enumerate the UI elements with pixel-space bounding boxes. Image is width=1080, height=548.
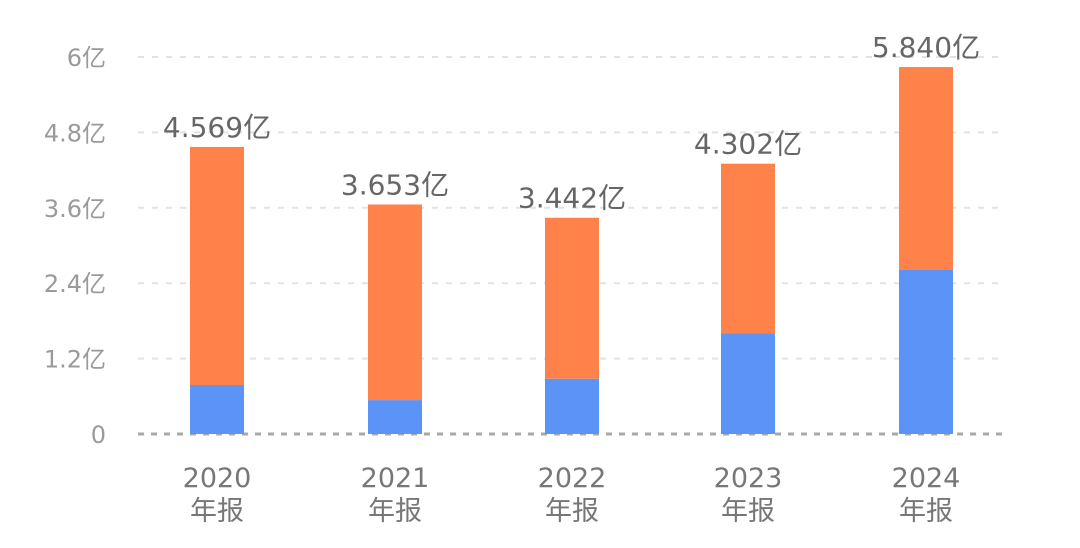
data-labels: 4.569亿 3.653亿 3.442亿 4.302亿 5.840亿	[163, 31, 980, 215]
bar-segment	[545, 217, 599, 379]
x-tick-label-suffix: 年报	[368, 496, 422, 527]
y-axis-tick-labels: 0 1.2亿 2.4亿 3.6亿 4.8亿 6亿	[44, 44, 106, 449]
bar-segment	[721, 333, 775, 434]
x-tick-label-suffix: 年报	[721, 496, 775, 527]
y-tick-label: 2.4亿	[44, 270, 106, 298]
y-tick-label: 4.8亿	[44, 119, 106, 147]
y-tick-label: 6亿	[67, 44, 106, 72]
x-tick-label-suffix: 年报	[190, 496, 244, 527]
bar-segment	[190, 384, 244, 434]
y-tick-label: 3.6亿	[44, 195, 106, 223]
bar-segment	[899, 270, 953, 434]
y-tick-label: 0	[91, 421, 106, 449]
x-tick-label-suffix: 年报	[899, 496, 953, 527]
bar-segment	[368, 204, 422, 401]
x-tick-label-suffix: 年报	[545, 496, 599, 527]
bar-segment	[721, 163, 775, 334]
x-tick-label: 2021	[361, 463, 430, 494]
bar-segment	[368, 400, 422, 434]
bar-segment	[545, 378, 599, 434]
x-tick-label: 2023	[714, 463, 783, 494]
bar-segment	[190, 146, 244, 385]
x-tick-label: 2024	[892, 463, 961, 494]
x-tick-label: 2022	[538, 463, 607, 494]
bar-segment	[899, 67, 953, 271]
data-label: 5.840亿	[872, 31, 980, 64]
data-label: 4.569亿	[163, 111, 271, 144]
data-label: 3.653亿	[341, 168, 449, 201]
x-tick-label: 2020	[183, 463, 252, 494]
y-tick-label: 1.2亿	[44, 346, 106, 374]
data-label: 3.442亿	[518, 182, 626, 215]
bars	[190, 67, 953, 434]
data-label: 4.302亿	[694, 128, 802, 161]
